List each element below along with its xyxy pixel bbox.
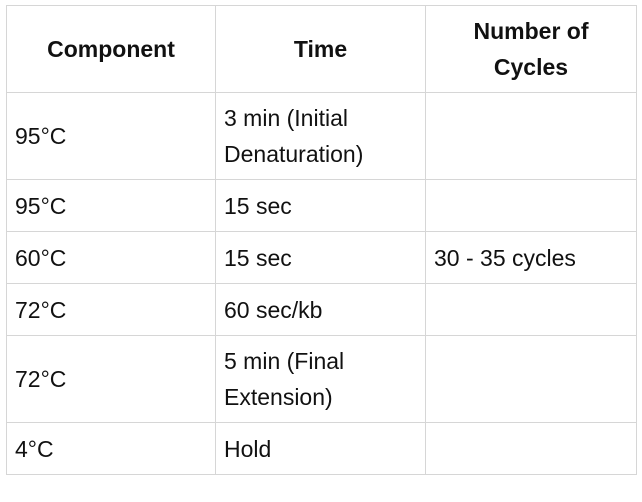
cell-time: 60 sec/kb [215, 283, 426, 336]
cell-time: 5 min (Final Extension) [215, 335, 426, 423]
cell-cycles [425, 335, 637, 423]
table-body: 95°C 3 min (Initial Denaturation) 95°C 1… [6, 92, 637, 475]
cell-cycles [425, 422, 637, 475]
header-row: Component Time Number of Cycles [6, 5, 637, 93]
cell-component: 95°C [6, 92, 216, 180]
cell-time: 3 min (Initial Denaturation) [215, 92, 426, 180]
cell-cycles [425, 179, 637, 232]
cell-component: 72°C [6, 283, 216, 336]
header-number-of-cycles: Number of Cycles [425, 5, 637, 93]
cell-time: 15 sec [215, 179, 426, 232]
cell-time: 15 sec [215, 231, 426, 284]
cell-component: 60°C [6, 231, 216, 284]
cell-cycles [425, 92, 637, 180]
cell-component: 95°C [6, 179, 216, 232]
table-row: 60°C 15 sec 30 - 35 cycles [6, 231, 637, 284]
cell-component: 72°C [6, 335, 216, 423]
header-component: Component [6, 5, 216, 93]
pcr-protocol-table-container: Component Time Number of Cycles 95°C 3 m… [6, 5, 637, 475]
pcr-protocol-table: Component Time Number of Cycles 95°C 3 m… [6, 5, 637, 475]
cell-component: 4°C [6, 422, 216, 475]
cell-time: Hold [215, 422, 426, 475]
header-time: Time [215, 5, 426, 93]
table-row: 72°C 5 min (Final Extension) [6, 335, 637, 423]
table-row: 95°C 15 sec [6, 179, 637, 232]
table-header: Component Time Number of Cycles [6, 5, 637, 93]
cell-cycles: 30 - 35 cycles [425, 231, 637, 284]
table-row: 95°C 3 min (Initial Denaturation) [6, 92, 637, 180]
table-row: 72°C 60 sec/kb [6, 283, 637, 336]
cell-cycles [425, 283, 637, 336]
table-row: 4°C Hold [6, 422, 637, 475]
